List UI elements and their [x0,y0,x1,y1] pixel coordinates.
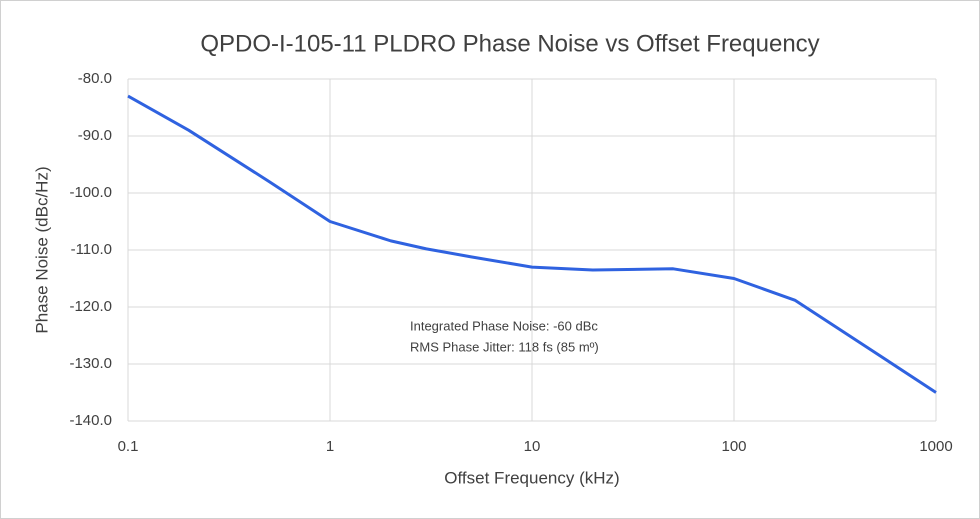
y-tick-label: -130.0 [69,355,112,372]
y-tick-label: -140.0 [69,412,112,429]
x-tick-label: 10 [524,438,541,455]
x-axis-label: Offset Frequency (kHz) [444,468,619,487]
x-tick-label: 1 [326,438,334,455]
line [127,94,937,394]
annotation: Integrated Phase Noise: -60 dBc [410,318,598,333]
y-tick-label: -80.0 [78,70,112,87]
y-tick-label: -90.0 [78,127,112,144]
y-tick-label: -110.0 [71,241,112,258]
annotation: RMS Phase Jitter: 118 fs (85 mº) [410,339,599,354]
x-tick-label: 100 [721,438,746,455]
x-tick-label: 0.1 [118,438,139,455]
chart-title: QPDO-I-105-11 PLDRO Phase Noise vs Offse… [200,30,819,57]
y-tick-label: -120.0 [69,298,112,315]
y-tick-label: -100.0 [69,184,112,201]
y-axis-label: Phase Noise (dBc/Hz) [32,166,51,333]
x-tick-label: 1000 [919,438,952,455]
